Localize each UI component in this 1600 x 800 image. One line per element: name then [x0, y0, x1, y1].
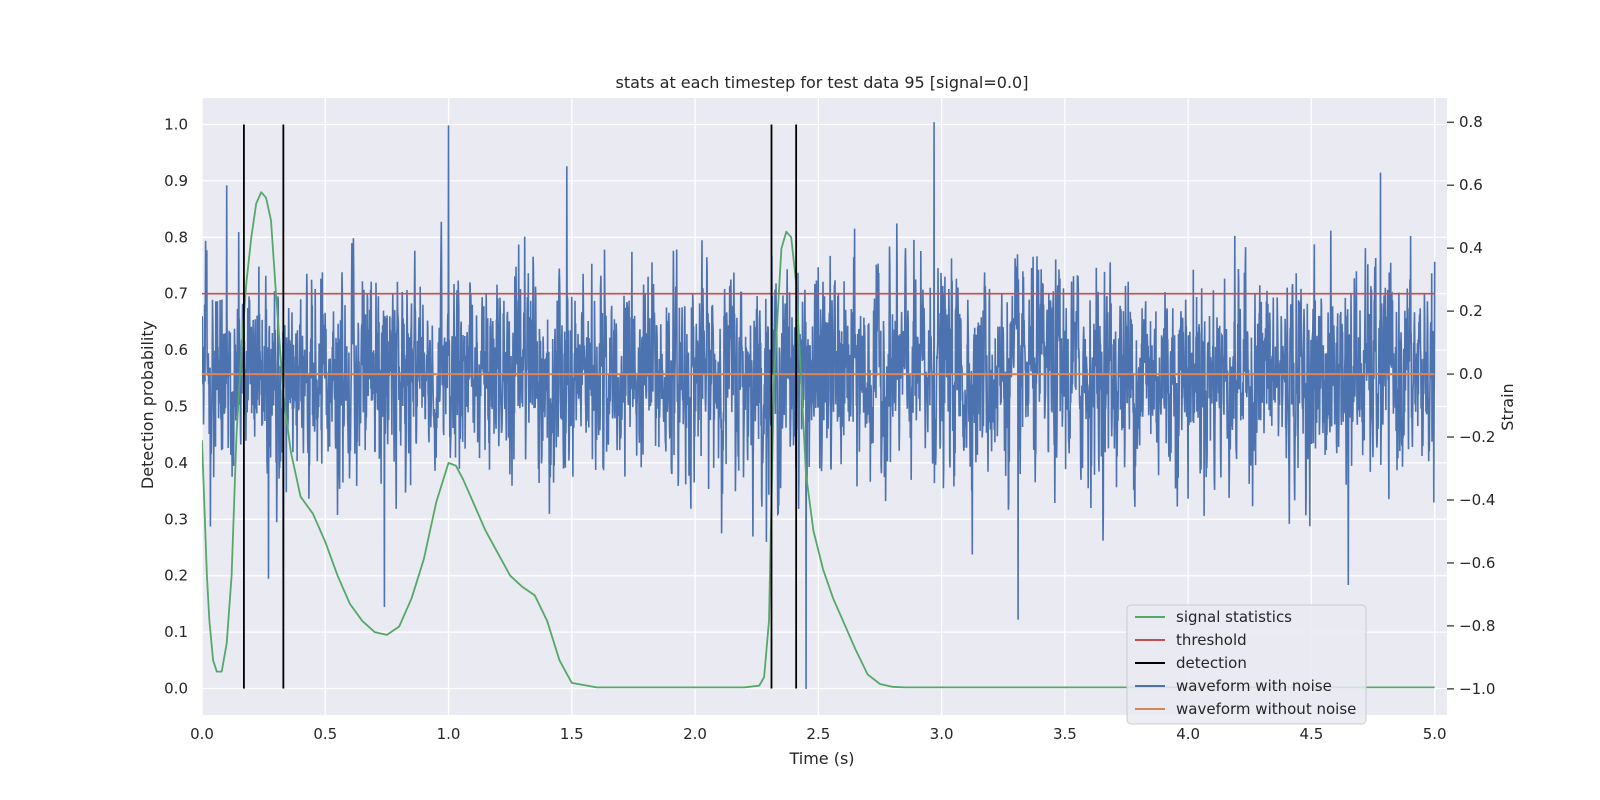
x-tick-label: 2.0 [683, 725, 707, 743]
y2-tick-label: 0.4 [1459, 239, 1483, 257]
y-tick-label: 0.7 [164, 285, 188, 303]
x-tick-label: 4.5 [1299, 725, 1323, 743]
series-layer [202, 122, 1436, 689]
y-tick-label: 0.4 [164, 454, 188, 472]
legend-box [1126, 604, 1367, 725]
y-tick-label: 1.0 [164, 116, 188, 134]
legend-entry: detection [1176, 654, 1247, 672]
x-tick-label: 3.5 [1053, 725, 1077, 743]
chart-title: stats at each timestep for test data 95 … [616, 73, 1029, 92]
x-tick-label: 0.5 [313, 725, 337, 743]
y2-tick-label: 0.6 [1459, 176, 1483, 194]
legend-entry: waveform without noise [1176, 700, 1356, 718]
x-axis-label: Time (s) [788, 749, 854, 768]
x-tick-label: 0.0 [190, 725, 214, 743]
y2-tick-label: −0.2 [1459, 428, 1495, 446]
y-axis-ticks: 0.0 0.1 0.2 0.3 0.4 0.5 0.6 0.7 0.8 0.9 1.0 [164, 116, 188, 698]
y-tick-label: 0.6 [164, 341, 188, 359]
y2-tick-label: −0.6 [1459, 554, 1495, 572]
legend-entry: threshold [1176, 631, 1247, 649]
y2-tick-label: 0.0 [1459, 365, 1483, 383]
legend: signal statistics threshold detection wavef… [1126, 604, 1367, 725]
series-signal-statistics [202, 191, 1435, 689]
x-tick-label: 3.0 [930, 725, 954, 743]
x-tick-label: 5.0 [1423, 725, 1447, 743]
y2-tick-label: 0.8 [1459, 113, 1483, 131]
y-tick-label: 0.9 [164, 172, 188, 190]
y-tick-label: 0.1 [164, 623, 188, 641]
y-axis-label: Detection probability [138, 321, 157, 489]
y2-axis-ticks: −1.0 −0.8 −0.6 −0.4 −0.2 0.0 0.2 0.4 0.6 0.8 [1447, 113, 1495, 698]
x-tick-label: 1.0 [437, 725, 461, 743]
legend-entry: signal statistics [1176, 608, 1292, 626]
legend-entry: waveform with noise [1176, 677, 1332, 695]
y2-tick-label: −0.8 [1459, 617, 1495, 635]
y-tick-label: 0.5 [164, 398, 188, 416]
y2-tick-label: −1.0 [1459, 680, 1495, 698]
y2-tick-label: 0.2 [1459, 302, 1483, 320]
y2-tick-label: −0.4 [1459, 491, 1495, 509]
series-waveform-with-noise [202, 122, 1436, 689]
x-axis-ticks: 0.0 0.5 1.0 1.5 2.0 2.5 3.0 3.5 4.0 4.5 5.0 [190, 725, 1447, 743]
x-tick-label: 2.5 [806, 725, 830, 743]
y-tick-label: 0.2 [164, 567, 188, 585]
y-tick-label: 0.8 [164, 228, 188, 246]
x-tick-label: 1.5 [560, 725, 584, 743]
y-tick-label: 0.3 [164, 510, 188, 528]
y2-axis-label: Strain [1498, 383, 1517, 430]
x-tick-label: 4.0 [1176, 725, 1200, 743]
y-tick-label: 0.0 [164, 679, 188, 697]
